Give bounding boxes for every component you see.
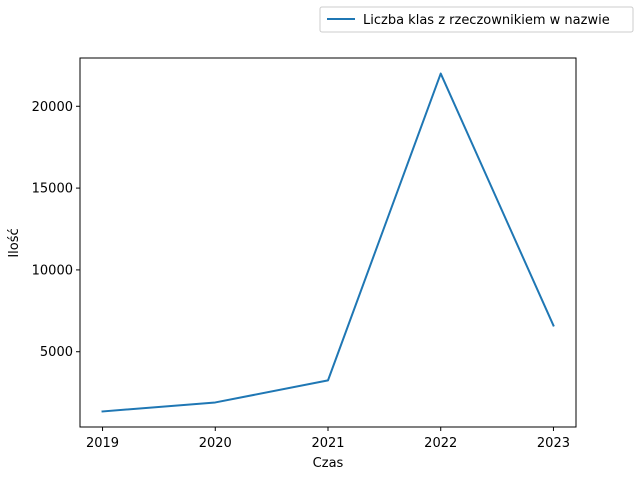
x-tick-label: 2022: [424, 436, 457, 451]
y-tick-label: 5000: [40, 345, 73, 360]
legend-box: [319, 6, 634, 33]
x-tick-label: 2021: [311, 436, 344, 451]
legend: Liczba klas z rzeczownikiem w nazwie: [319, 6, 634, 33]
x-axis-ticks: 2019 2020 2021 2022 2023: [86, 427, 570, 451]
legend-label: Liczba klas z rzeczownikiem w nazwie: [363, 13, 610, 28]
x-tick-label: 2023: [537, 436, 570, 451]
series-line: [101, 72, 555, 413]
series-layer: [101, 72, 555, 413]
y-axis-label: Ilość: [7, 228, 22, 257]
x-tick-label: 2020: [199, 436, 232, 451]
x-axis-label: Czas: [313, 456, 344, 471]
x-tick-label: 2019: [86, 436, 119, 451]
y-axis-ticks: 5000 10000 15000 20000: [32, 100, 80, 360]
y-tick-label: 15000: [32, 182, 73, 197]
y-tick-label: 20000: [32, 100, 73, 115]
y-tick-label: 10000: [32, 263, 73, 278]
plot-area-frame: [79, 57, 577, 428]
